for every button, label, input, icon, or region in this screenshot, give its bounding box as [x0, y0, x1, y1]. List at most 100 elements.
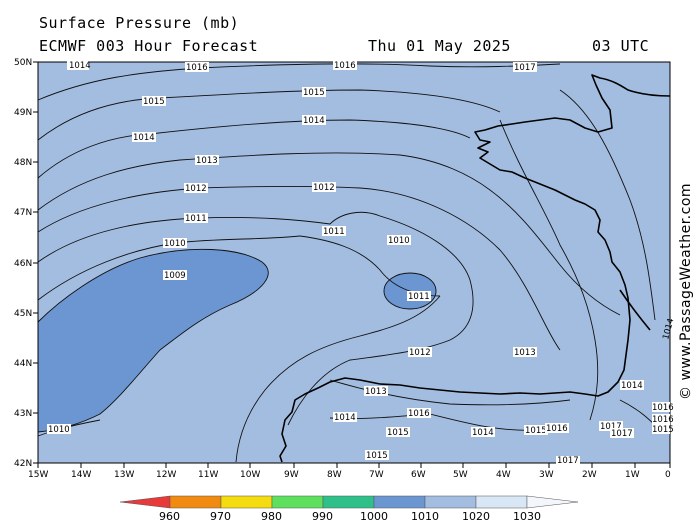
forecast-date: Thu 01 May 2025 [368, 37, 511, 55]
isobar-labels: 1014 1016 1016 1017 1015 1015 1014 1014 … [47, 60, 676, 466]
colorbar-swatch [119, 495, 171, 509]
svg-text:1017: 1017 [600, 422, 622, 432]
isobar-label: 1011 [322, 226, 346, 237]
forecast-time: 03 UTC [592, 37, 650, 55]
svg-text:1017: 1017 [514, 63, 536, 73]
isobar-label: 1013 [195, 155, 219, 166]
colorbar-swatch [220, 495, 273, 509]
svg-text:1014: 1014 [621, 381, 643, 391]
colorbar-swatch [424, 495, 477, 509]
svg-text:1015: 1015 [652, 425, 674, 435]
latitude-axis: 50N 49N 48N 47N 46N 45N 44N 43N 42N [14, 58, 38, 469]
colorbar-label: 970 [210, 510, 231, 523]
svg-text:1017: 1017 [557, 456, 579, 466]
colorbar-swatch [169, 495, 222, 509]
svg-text:1010: 1010 [48, 425, 70, 435]
colorbar-label: 1020 [462, 510, 490, 523]
isobar-label: 1016 [545, 423, 569, 434]
isobar-label: 1016 [652, 414, 674, 425]
svg-text:1014: 1014 [133, 133, 155, 143]
svg-text:1012: 1012 [313, 183, 335, 193]
svg-text:1016: 1016 [186, 63, 208, 73]
isobar-label: 1015 [386, 427, 410, 438]
lon-label: 8W [327, 470, 342, 480]
lat-label: 48N [14, 158, 32, 168]
svg-text:1010: 1010 [388, 236, 410, 246]
svg-text:1016: 1016 [334, 61, 356, 71]
lon-label: 11W [198, 470, 218, 480]
svg-text:1014: 1014 [472, 428, 494, 438]
lon-label: 2W [582, 470, 597, 480]
svg-text:1011: 1011 [185, 214, 207, 224]
isobar-label: 1010 [387, 235, 411, 246]
svg-text:1013: 1013 [514, 348, 536, 358]
isobar-label: 1009 [163, 270, 187, 281]
svg-text:1014: 1014 [334, 413, 356, 423]
isobar-label: 1010 [47, 424, 71, 435]
isobar-label: 1014 [620, 380, 644, 391]
lat-label: 47N [14, 208, 32, 218]
isobar-label: 1014 [302, 115, 326, 126]
lat-label: 50N [14, 58, 32, 68]
low-pressure-region-west [37, 248, 269, 433]
isobar-label: 1015 [302, 87, 326, 98]
svg-text:1015: 1015 [525, 426, 547, 436]
svg-text:1016: 1016 [408, 409, 430, 419]
colorbar-swatch [322, 495, 375, 509]
isobar-label: 1010 [163, 238, 187, 249]
svg-text:1016: 1016 [652, 415, 674, 425]
colorbar-label: 1010 [411, 510, 439, 523]
isobar-label: 1017 [513, 62, 537, 73]
svg-text:1012: 1012 [409, 348, 431, 358]
lat-label: 42N [14, 459, 32, 469]
isobar-label: 1017 [610, 428, 634, 439]
longitude-axis: 15W 14W 13W 12W 11W 10W 9W 8W 7W 6W 5W 4… [28, 463, 671, 480]
lat-label: 49N [14, 108, 32, 118]
pressure-colorbar: 960 970 980 990 1000 1010 1020 1030 [119, 495, 579, 523]
colorbar-label: 980 [261, 510, 282, 523]
isobar-label: 1013 [364, 386, 388, 397]
isobar-label: 1016 [652, 402, 674, 413]
svg-text:1013: 1013 [196, 156, 218, 166]
colorbar-label: 1030 [513, 510, 541, 523]
svg-text:1014: 1014 [303, 116, 325, 126]
svg-text:1015: 1015 [143, 97, 165, 107]
lon-label: 13W [114, 470, 134, 480]
lon-label: 3W [539, 470, 554, 480]
coastline [279, 74, 671, 463]
isobar-label: 1015 [524, 425, 548, 436]
lat-label: 45N [14, 309, 32, 319]
svg-text:1011: 1011 [408, 292, 430, 302]
svg-text:1012: 1012 [185, 184, 207, 194]
chart-title: Surface Pressure (mb) [39, 14, 240, 32]
isobar-label: 1014 [132, 132, 156, 143]
isobar-label: 1012 [312, 182, 336, 193]
lat-label: 46N [14, 259, 32, 269]
lat-label: 44N [14, 359, 32, 369]
lon-label: 0 [665, 470, 671, 480]
svg-text:1017: 1017 [611, 429, 633, 439]
lon-label: 6W [411, 470, 426, 480]
copyright-credit: © www.PassageWeather.com [678, 182, 694, 400]
colorbar-swatch [526, 495, 579, 509]
lon-label: 14W [71, 470, 91, 480]
isobar-label: 1014 [471, 427, 495, 438]
lon-label: 10W [240, 470, 260, 480]
isobar-label: 1014 [67, 60, 91, 71]
lon-label: 4W [496, 470, 511, 480]
lon-label: 12W [156, 470, 176, 480]
colorbar-label: 960 [159, 510, 180, 523]
isobar-label: 1015 [142, 96, 166, 107]
svg-text:1015: 1015 [387, 428, 409, 438]
svg-text:1013: 1013 [365, 387, 387, 397]
svg-text:1010: 1010 [164, 239, 186, 249]
colorbar-swatch [373, 495, 426, 509]
isobar-label: 1016 [333, 60, 357, 71]
svg-text:1009: 1009 [164, 271, 186, 281]
isobar-label: 1014 [333, 412, 357, 423]
isobar-label: 1013 [513, 347, 537, 358]
isobar-label: 1011 [184, 213, 208, 224]
colorbar-swatch [271, 495, 324, 509]
lon-label: 1W [625, 470, 640, 480]
svg-text:1014: 1014 [69, 61, 91, 71]
